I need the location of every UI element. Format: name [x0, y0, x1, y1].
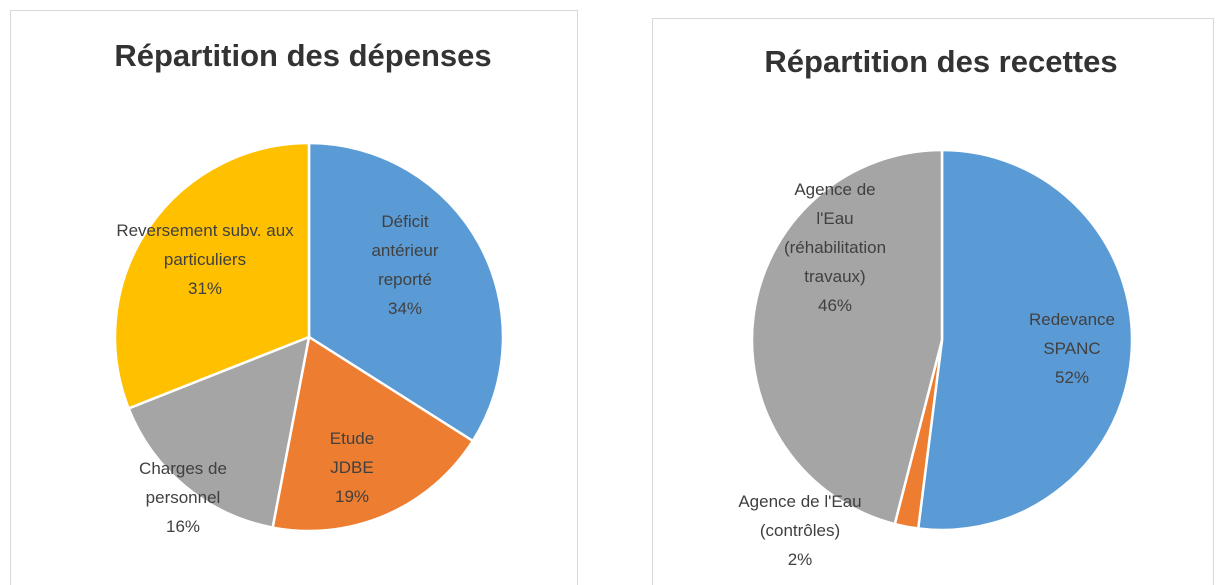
category-label: Agence de l'Eau (contrôles) [738, 492, 862, 540]
category-label: Déficit antérieur reporté [371, 212, 439, 289]
slice-label: Reversement subv. aux particuliers 31% [98, 216, 313, 303]
category-label: Etude JDBE [329, 429, 375, 477]
pie-slice [113, 141, 311, 411]
value-label: 46% [817, 296, 853, 315]
slice-label: Agence de l'Eau (contrôles) 2% [720, 487, 880, 574]
chart-title: Répartition des recettes [764, 44, 1118, 79]
value-label: 31% [187, 279, 223, 298]
value-label: 16% [165, 517, 201, 536]
pie-slice [127, 335, 311, 530]
category-label: Redevance SPANC [1028, 310, 1115, 358]
slice-label: Redevance SPANC 52% [1025, 305, 1120, 392]
value-label: 19% [334, 487, 370, 506]
pie-slice [750, 148, 944, 526]
slice-label: Agence de l'Eau (réhabilitation travaux)… [779, 175, 891, 320]
value-label: 52% [1054, 368, 1090, 387]
category-label: Charges de personnel [139, 459, 227, 507]
chart-title: Répartition des dépenses [114, 38, 492, 73]
pie-slice [916, 148, 1134, 532]
slice-label: Etude JDBE 19% [322, 424, 382, 511]
category-label: Reversement subv. aux particuliers [116, 221, 294, 269]
category-label: Agence de l'Eau (réhabilitation travaux) [783, 180, 887, 286]
value-label: 2% [787, 550, 813, 569]
pie-slice [271, 334, 475, 533]
value-label: 34% [387, 299, 423, 318]
slice-label: Déficit antérieur reporté 34% [358, 207, 453, 323]
slice-label: Charges de personnel 16% [126, 454, 241, 541]
